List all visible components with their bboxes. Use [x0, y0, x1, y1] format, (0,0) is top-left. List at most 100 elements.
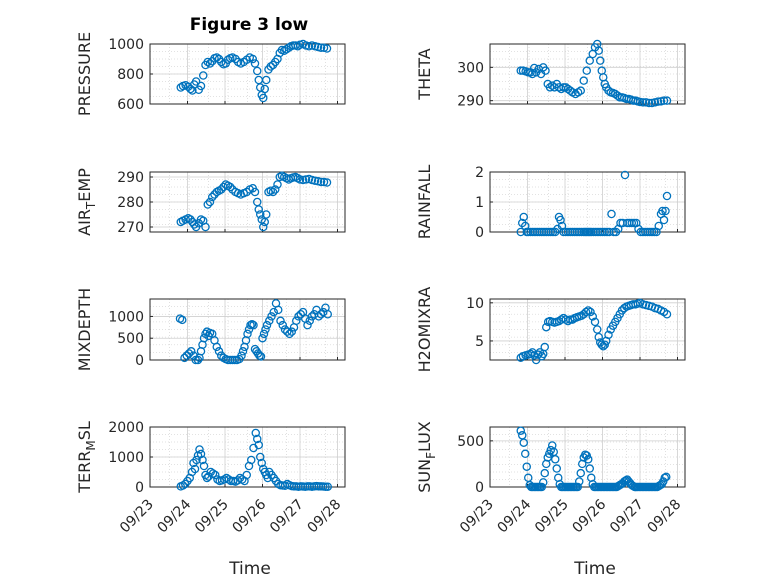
data-point: [662, 472, 671, 482]
y-tick-label: 2: [475, 165, 484, 181]
data-point: [659, 96, 669, 105]
data-point: [266, 62, 275, 71]
data-point: [269, 307, 278, 317]
data-point: [180, 353, 189, 363]
data-point: [581, 307, 591, 317]
x-tick-label: 09/24: [494, 496, 534, 536]
data-point: [323, 309, 332, 319]
data-point: [654, 221, 664, 231]
data-point: [530, 63, 539, 73]
data-point: [593, 325, 602, 334]
data-point: [273, 180, 282, 189]
data-point: [258, 222, 268, 232]
data-point: [644, 98, 654, 108]
data-point: [620, 303, 629, 313]
subplot-3: 270 280 290 AIRTEMP: [75, 168, 346, 236]
axes-frame: [489, 426, 686, 488]
data-point: [540, 342, 550, 352]
data-point: [259, 329, 269, 339]
y-axis-label: AIRTEMP: [75, 168, 98, 236]
data-point: [268, 187, 278, 197]
x-tick-label: 09/24: [154, 496, 194, 536]
y-tick-label: 0: [135, 353, 144, 369]
data-point: [189, 220, 199, 229]
y-tick-label: 290: [117, 170, 144, 186]
data-point: [177, 315, 187, 325]
subplot-4: 0 1 2 RAINFALL: [415, 165, 686, 241]
y-axis-label: TERRMSL: [75, 421, 98, 494]
data-point: [252, 66, 262, 76]
data-point: [256, 352, 266, 361]
data-point: [305, 316, 314, 326]
data-point: [238, 347, 248, 356]
data-point: [607, 209, 616, 219]
data-point: [590, 317, 600, 327]
data-point: [208, 469, 218, 478]
data-point: [203, 57, 212, 67]
x-tick-label: 09/27: [267, 497, 307, 537]
data-point: [653, 97, 663, 106]
data-point: [258, 93, 268, 103]
data-point: [662, 191, 672, 201]
y-axis-label: H2OMIXRA: [415, 287, 434, 373]
data-point: [205, 197, 215, 207]
data-point: [516, 353, 526, 362]
subplot-2: 290 300 THETA: [415, 39, 686, 110]
data-point: [582, 66, 592, 75]
data-point: [579, 76, 589, 85]
y-axis-label: SUNFLUX: [415, 421, 438, 493]
data-point: [237, 475, 247, 484]
data-point: [531, 355, 541, 365]
data-point: [248, 54, 257, 64]
data-point: [252, 434, 262, 444]
data-point: [588, 312, 598, 321]
data-point: [186, 347, 196, 356]
y-tick-label: 270: [117, 220, 144, 236]
y-tick-label: 300: [457, 60, 484, 76]
data-point: [541, 66, 550, 75]
data-point: [293, 42, 302, 51]
data-point: [257, 458, 266, 468]
data-point: [585, 56, 595, 65]
data-point: [604, 86, 613, 95]
data-point: [301, 175, 311, 184]
data-point: [658, 206, 667, 216]
y-tick-label: 2000: [108, 420, 144, 436]
data-point: [278, 320, 287, 330]
data-point: [291, 316, 301, 326]
data-point: [551, 455, 560, 464]
data-point: [318, 307, 328, 317]
data-point: [260, 84, 269, 94]
data-point: [594, 46, 604, 55]
x-tick-label: 09/27: [607, 497, 647, 537]
y-axis-label: THETA: [415, 48, 434, 100]
subplot-5: 0 500 1000 MIXDEPTH: [75, 288, 346, 371]
y-axis-label: RAINFALL: [415, 165, 434, 240]
x-tick-label: 09/28: [644, 497, 684, 537]
data-point: [264, 316, 274, 326]
data-point: [203, 200, 212, 209]
data-point: [638, 98, 648, 107]
data-point: [199, 461, 209, 471]
data-point: [261, 325, 270, 334]
data-point: [552, 464, 562, 473]
data-point: [604, 330, 613, 340]
data-point: [192, 455, 201, 465]
data-point: [575, 477, 584, 486]
y-tick-label: 1000: [108, 309, 144, 325]
x-tick-label: 09/25: [192, 497, 232, 537]
data-point: [255, 452, 265, 462]
data-point: [267, 312, 276, 321]
data-point: [201, 222, 210, 232]
data-point: [537, 351, 547, 361]
data-point: [296, 309, 305, 319]
data-point: [319, 177, 329, 187]
data-point: [251, 428, 260, 438]
axes-frame: [489, 43, 686, 105]
data-point: [662, 96, 672, 105]
data-point: [190, 464, 200, 474]
y-tick-label: 800: [117, 67, 144, 83]
data-point: [196, 81, 206, 91]
